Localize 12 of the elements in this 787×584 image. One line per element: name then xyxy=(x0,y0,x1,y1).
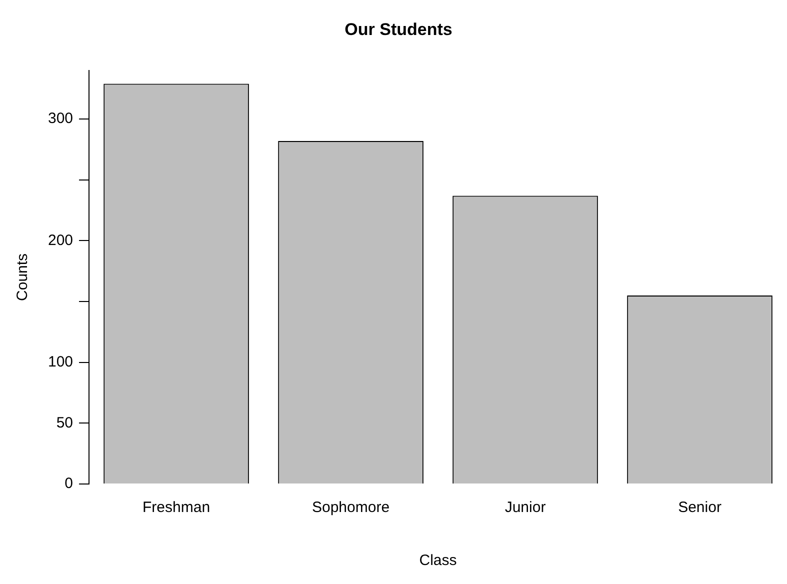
x-axis-title: Class xyxy=(419,552,457,570)
y-tick-label: 50 xyxy=(56,414,74,432)
x-tick-label: Sophomore xyxy=(312,499,390,516)
y-axis-title: Counts xyxy=(14,253,32,301)
x-tick-label: Junior xyxy=(504,499,546,516)
x-tick-label: Senior xyxy=(678,499,722,516)
chart-title: Our Students xyxy=(344,20,452,39)
y-tick-label: 100 xyxy=(48,353,74,370)
y-tick-label: 300 xyxy=(48,110,74,128)
y-tick-label: 0 xyxy=(64,475,74,492)
x-tick-label: Freshman xyxy=(142,499,210,516)
y-tick-label: 200 xyxy=(48,232,74,249)
